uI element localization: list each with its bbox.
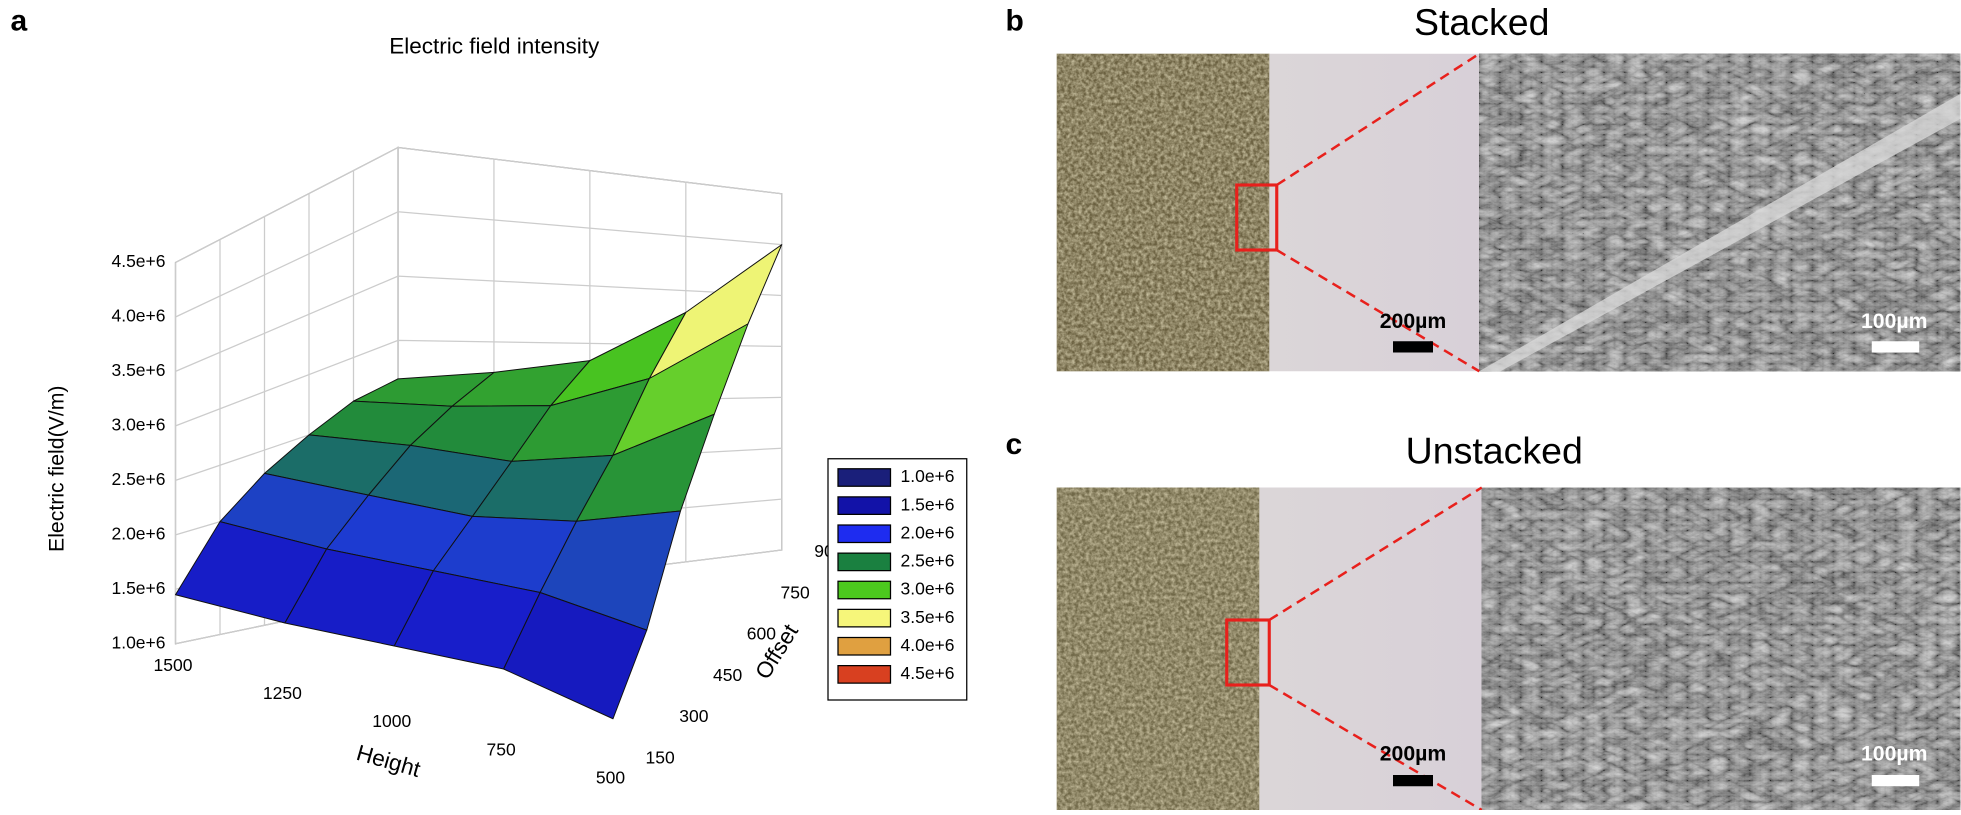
scale-bar <box>1393 341 1433 353</box>
scale-bar <box>1871 341 1920 353</box>
sem-image <box>1479 53 1961 372</box>
legend-swatch <box>837 580 892 600</box>
legend: 1.0e+6 1.5e+6 2.0e+6 2.5e+6 3.0e+6 3.5e+6 4.0e… <box>837 466 955 684</box>
legend-label: 1.5e+6 <box>901 494 955 514</box>
zoom-box <box>1235 183 1279 252</box>
scale-label: 100µm <box>1861 742 1928 766</box>
y-tick-label: 150 <box>646 747 675 767</box>
surface-plot: 1.0e+6 1.5e+6 2.0e+6 2.5e+6 3.0e+6 3.5e+6 4.0e… <box>111 146 844 787</box>
z-tick-label: 1.0e+6 <box>111 632 165 652</box>
micrograph-c: Unstacked 200µm 100µm <box>1056 430 1961 812</box>
z-tick-label: 1.5e+6 <box>111 578 165 598</box>
fabric-texture <box>1056 53 1270 372</box>
legend-swatch <box>837 665 892 684</box>
surface-patch <box>503 592 648 720</box>
x-tick-label: 1250 <box>263 683 302 703</box>
x-tick-label: 1500 <box>154 655 193 675</box>
zoom-line <box>1276 52 1480 187</box>
fabric-texture <box>1056 487 1260 810</box>
sem-image <box>1481 487 1961 810</box>
legend-label: 1.0e+6 <box>901 466 955 486</box>
zoom-box <box>1225 618 1271 687</box>
panel-title: Stacked <box>1414 1 1550 43</box>
legend-label: 4.0e+6 <box>901 635 955 655</box>
scale-label: 200µm <box>1380 309 1447 333</box>
panel-letter: b <box>1006 4 1024 37</box>
z-tick-label: 3.0e+6 <box>111 415 165 435</box>
chart-title: Electric field intensity <box>389 33 600 58</box>
x-axis-label: Height <box>354 740 424 782</box>
y-tick-label: 600 <box>747 624 776 644</box>
z-axis-label: Electric field(V/m) <box>45 386 69 552</box>
y-tick-label: 300 <box>679 706 708 726</box>
zoom-line <box>1276 248 1480 373</box>
zoom-line <box>1268 683 1483 812</box>
panel-title: Unstacked <box>1406 430 1583 472</box>
legend-label: 3.0e+6 <box>901 579 955 599</box>
legend-label: 3.5e+6 <box>901 607 955 627</box>
legend-swatch <box>837 552 892 572</box>
scale-label: 100µm <box>1861 309 1928 333</box>
legend-label: 4.5e+6 <box>901 663 955 683</box>
x-tick-label: 750 <box>487 739 516 759</box>
y-tick-label: 750 <box>781 582 810 602</box>
y-tick-label: 450 <box>713 665 742 685</box>
legend-label: 2.0e+6 <box>901 522 955 542</box>
legend-label: 2.5e+6 <box>901 551 955 571</box>
z-tick-label: 2.0e+6 <box>111 523 165 543</box>
legend-swatch <box>837 496 892 515</box>
scale-bar <box>1393 775 1433 787</box>
panel-letter: c <box>1006 428 1023 461</box>
legend-swatch <box>837 636 892 656</box>
z-tick-label: 3.5e+6 <box>111 360 165 380</box>
legend-swatch <box>837 524 892 544</box>
zoom-line <box>1268 486 1483 622</box>
panel-letter: a <box>11 4 28 37</box>
scale-bar <box>1871 775 1920 787</box>
x-tick-label: 500 <box>596 767 625 787</box>
z-tick-label: 4.0e+6 <box>111 306 165 326</box>
scale-label: 200µm <box>1380 742 1447 766</box>
z-tick-label: 2.5e+6 <box>111 469 165 489</box>
x-tick-label: 1000 <box>372 711 411 731</box>
z-tick-label: 4.5e+6 <box>111 251 165 271</box>
micrograph-b: Stacked 200µm 100µm <box>1056 1 1961 373</box>
legend-swatch <box>837 608 892 628</box>
fiber-edge <box>1479 93 1961 372</box>
legend-swatch <box>837 468 892 487</box>
